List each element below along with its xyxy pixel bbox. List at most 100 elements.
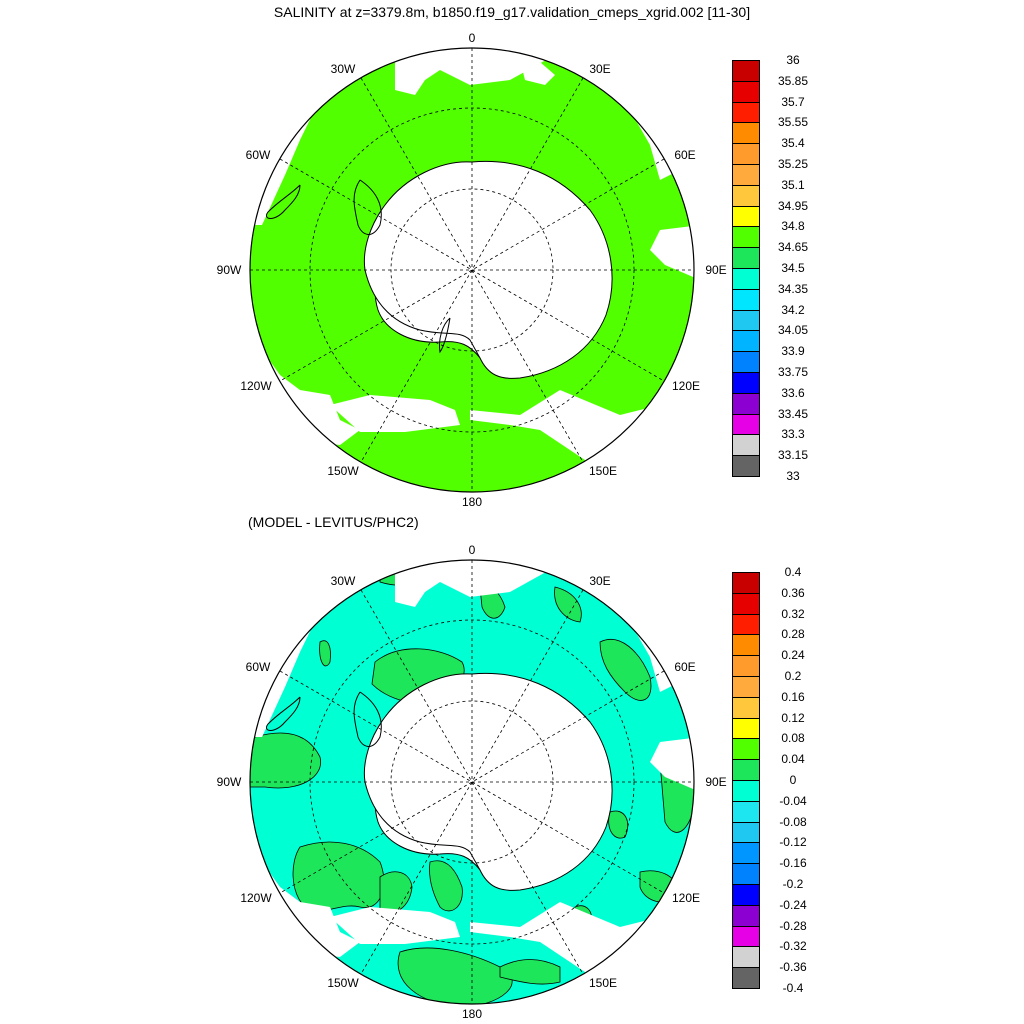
lon-label-60e: 60E xyxy=(674,660,695,674)
difference-colorbar-label: 0.08 xyxy=(781,731,805,746)
difference-colorbar-swatch xyxy=(732,759,760,781)
difference-colorbar-label: -0.2 xyxy=(782,877,804,891)
salinity-colorbar-label: 35.7 xyxy=(781,94,805,109)
salinity-colorbar-swatch xyxy=(732,455,760,477)
salinity-colorbar-swatch xyxy=(732,372,760,394)
salinity-colorbar-swatch xyxy=(732,226,760,249)
salinity-colorbar-swatch xyxy=(732,247,760,269)
lon-label-180: 180 xyxy=(462,1007,482,1021)
salinity-colorbar-swatch xyxy=(732,184,760,207)
difference-colorbar-swatch xyxy=(732,884,760,906)
salinity-colorbar-label: 33.9 xyxy=(781,344,805,359)
difference-colorbar-swatch xyxy=(732,613,760,636)
difference-colorbar-swatch xyxy=(732,842,760,865)
lon-label-30w: 30W xyxy=(331,574,356,588)
salinity-colorbar-label: 35.25 xyxy=(777,157,809,171)
lon-label-150e: 150E xyxy=(589,976,617,990)
difference-colorbar-label: -0.28 xyxy=(779,918,807,933)
salinity-colorbar-label: 33.45 xyxy=(777,406,809,421)
difference-colorbar-label: 0.24 xyxy=(781,648,805,663)
salinity-colorbar-label: 34.5 xyxy=(781,261,805,275)
salinity-colorbar-label: 35.1 xyxy=(781,177,805,192)
map-title: SALINITY at z=3379.8m, b1850.f19_g17.val… xyxy=(273,4,751,20)
lon-label-120e: 120E xyxy=(672,891,700,905)
lon-label-60e: 60E xyxy=(674,148,695,162)
difference-colorbar-swatch xyxy=(732,946,760,969)
salinity-colorbar-label: 34.2 xyxy=(781,302,805,317)
difference-colorbar-label: 0.04 xyxy=(781,752,805,767)
salinity-colorbar-label: 34.65 xyxy=(777,240,809,255)
difference-colorbar-swatch xyxy=(732,800,760,823)
salinity-colorbar-swatch xyxy=(732,143,760,165)
salinity-colorbar-swatch xyxy=(732,268,760,290)
difference-colorbar-label: 0.28 xyxy=(781,627,805,642)
difference-colorbar-swatch xyxy=(732,696,760,719)
lon-label-30e: 30E xyxy=(589,62,610,76)
difference-colorbar-swatch xyxy=(732,925,760,948)
difference-colorbar-swatch xyxy=(732,738,760,761)
salinity-colorbar-label: 34.35 xyxy=(777,281,809,296)
lon-label-60w: 60W xyxy=(246,660,271,674)
graticule xyxy=(250,48,694,492)
difference-field-positive xyxy=(250,566,694,1004)
graticule-diff xyxy=(250,560,694,1004)
lon-label-0: 0 xyxy=(469,31,476,45)
lon-label-120w: 120W xyxy=(240,379,272,393)
salinity-colorbar-swatch xyxy=(732,288,760,311)
difference-colorbar-label: 0.4 xyxy=(784,565,802,579)
salinity-colorbar-label: 34.8 xyxy=(781,219,805,234)
salinity-colorbar-label: 33 xyxy=(786,469,800,483)
lon-label-150w: 150W xyxy=(327,976,359,990)
map-boundary-diff xyxy=(249,559,695,1005)
lon-label-90w: 90W xyxy=(217,775,242,789)
lon-label-90e: 90E xyxy=(705,775,726,789)
salinity-colorbar-swatch xyxy=(732,351,760,373)
difference-colorbar-label: 0.32 xyxy=(781,606,805,621)
lon-label-150w: 150W xyxy=(327,464,359,478)
difference-colorbar-swatch xyxy=(732,967,760,989)
lon-label-30w: 30W xyxy=(331,62,356,76)
difference-colorbar-label: -0.16 xyxy=(779,856,807,871)
salinity-colorbar-label: 35.4 xyxy=(781,136,805,151)
difference-colorbar-swatch xyxy=(732,655,760,677)
salinity-colorbar-swatch xyxy=(732,164,760,186)
difference-colorbar-swatch xyxy=(732,676,760,698)
difference-colorbar-label: 0.12 xyxy=(781,710,805,725)
salinity-colorbar-swatch xyxy=(732,330,760,353)
salinity-colorbar-label: 33.6 xyxy=(781,385,805,400)
salinity-colorbar-label: 35.55 xyxy=(777,115,809,130)
lon-label-90e: 90E xyxy=(705,263,726,277)
salinity-colorbar-swatch xyxy=(732,101,760,124)
difference-polar-map: 0 30E 60E 90E 120E 150E 180 150W 120W 90… xyxy=(217,543,727,1021)
difference-colorbar-swatch xyxy=(732,863,760,885)
difference-colorbar-label: 0.36 xyxy=(781,585,805,600)
salinity-colorbar-label: 33.3 xyxy=(781,427,805,442)
salinity-colorbar-swatch xyxy=(732,434,760,457)
lon-label-120w: 120W xyxy=(240,891,272,905)
salinity-colorbar-swatch xyxy=(732,309,760,332)
difference-colorbar-swatch xyxy=(732,904,760,927)
difference-colorbar-label: 0 xyxy=(789,773,797,787)
difference-colorbar-label: -0.32 xyxy=(779,939,807,954)
difference-colorbar-label: -0.08 xyxy=(779,814,807,829)
salinity-colorbar-label: 35.85 xyxy=(777,73,809,88)
salinity-colorbar-swatch xyxy=(732,205,760,228)
map-boundary xyxy=(249,47,695,493)
difference-colorbar-label: 0.2 xyxy=(784,669,802,683)
lon-label-180: 180 xyxy=(462,495,482,509)
salinity-colorbar-label: 33.15 xyxy=(777,448,809,463)
lon-label-60w: 60W xyxy=(246,148,271,162)
lon-label-90w: 90W xyxy=(217,263,242,277)
difference-colorbar-label: -0.24 xyxy=(779,897,807,912)
difference-colorbar-label: -0.04 xyxy=(779,793,807,808)
difference-colorbar-swatch xyxy=(732,780,760,802)
difference-colorbar-swatch xyxy=(732,717,760,740)
difference-colorbar-swatch xyxy=(732,821,760,844)
lon-label-30e: 30E xyxy=(589,574,610,588)
difference-colorbar-swatch xyxy=(732,592,760,615)
difference-colorbar-label: -0.4 xyxy=(782,981,804,995)
difference-map-title: (MODEL - LEVITUS/PHC2) xyxy=(248,514,419,530)
difference-colorbar-label: -0.12 xyxy=(779,835,807,850)
salinity-colorbar-label: 34.95 xyxy=(777,198,809,213)
salinity-colorbar-swatch xyxy=(732,80,760,103)
